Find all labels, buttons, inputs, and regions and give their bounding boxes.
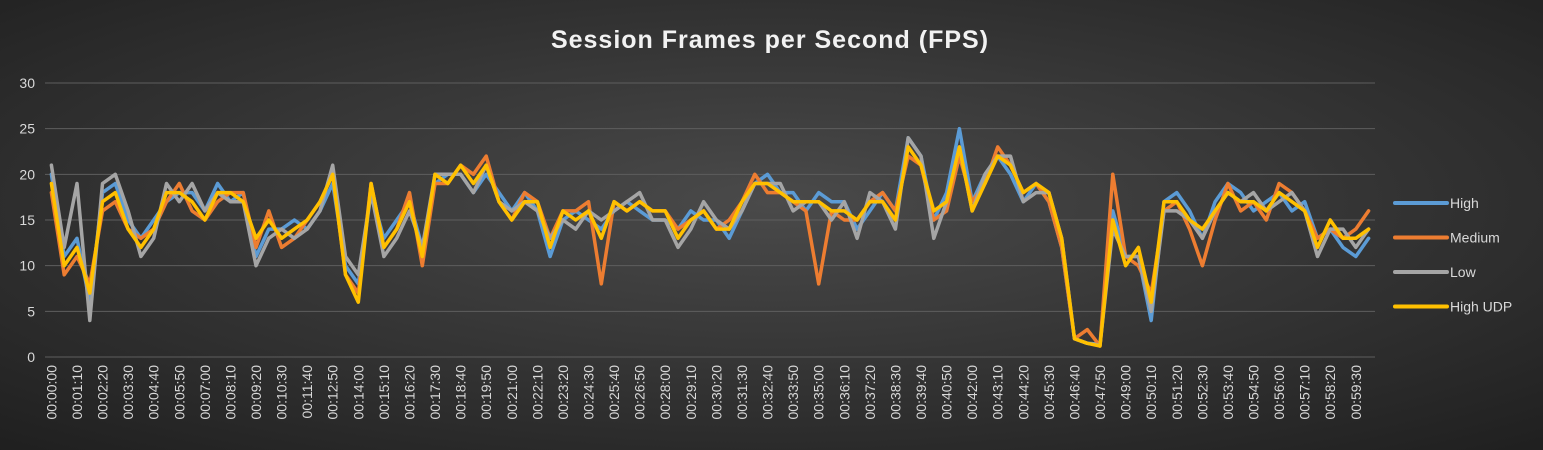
y-tick-label: 10	[19, 258, 35, 274]
y-tick-label: 5	[27, 303, 35, 319]
x-tick-label: 00:15:10	[376, 365, 392, 420]
x-tick-label: 00:23:20	[555, 365, 571, 420]
x-tick-label: 00:49:00	[1118, 365, 1134, 420]
legend-label: High UDP	[1450, 299, 1512, 315]
x-tick-label: 00:08:10	[222, 365, 238, 420]
x-tick-label: 00:18:40	[453, 365, 469, 420]
x-tick-label: 00:19:50	[478, 365, 494, 420]
x-tick-label: 00:31:30	[734, 365, 750, 420]
x-tick-label: 00:45:30	[1041, 365, 1057, 420]
legend-label: Medium	[1450, 230, 1500, 246]
x-tick-label: 00:37:20	[862, 365, 878, 420]
x-tick-label: 00:09:20	[248, 365, 264, 420]
x-tick-label: 00:44:20	[1015, 365, 1031, 420]
x-tick-label: 00:21:00	[504, 365, 520, 420]
x-tick-label: 00:33:50	[785, 365, 801, 420]
x-tick-label: 00:35:00	[811, 365, 827, 420]
x-tick-label: 00:12:50	[325, 365, 341, 420]
x-tick-label: 00:01:10	[69, 365, 85, 420]
x-tick-label: 00:50:10	[1143, 365, 1159, 420]
series-line	[49, 136, 1371, 347]
x-tick-label: 00:46:40	[1066, 365, 1082, 420]
x-tick-label: 00:58:20	[1322, 365, 1338, 420]
y-tick-label: 15	[19, 212, 35, 228]
x-tick-label: 00:16:20	[401, 365, 417, 420]
x-tick-label: 00:38:30	[887, 365, 903, 420]
x-tick-label: 00:30:20	[708, 365, 724, 420]
x-tick-label: 00:11:40	[299, 365, 315, 419]
x-tick-label: 00:36:10	[836, 365, 852, 420]
x-tick-label: 00:00:00	[43, 365, 59, 420]
y-tick-label: 20	[19, 166, 35, 182]
x-tick-label: 00:25:40	[606, 365, 622, 420]
x-tick-label: 00:56:00	[1271, 365, 1287, 420]
x-tick-label: 00:26:50	[632, 365, 648, 420]
x-tick-label: 00:04:40	[146, 365, 162, 420]
y-tick-label: 25	[19, 121, 35, 137]
x-tick-label: 00:14:00	[350, 365, 366, 420]
x-tick-label: 00:10:30	[274, 365, 290, 420]
chart-title: Session Frames per Second (FPS)	[551, 26, 989, 54]
x-tick-label: 00:54:50	[1246, 365, 1262, 420]
x-tick-label: 00:47:50	[1092, 365, 1108, 420]
x-tick-label: 00:03:30	[120, 365, 136, 420]
x-tick-label: 00:22:10	[529, 365, 545, 420]
x-tick-label: 00:02:20	[95, 365, 111, 420]
x-tick-label: 00:51:20	[1169, 365, 1185, 420]
y-tick-label: 30	[19, 75, 35, 91]
x-tick-label: 00:40:50	[939, 365, 955, 420]
x-tick-label: 00:57:10	[1297, 365, 1313, 420]
x-tick-label: 00:59:30	[1348, 365, 1364, 420]
x-tick-label: 00:29:10	[683, 365, 699, 420]
x-tick-label: 00:17:30	[427, 365, 443, 420]
x-tick-label: 00:52:30	[1194, 365, 1210, 420]
legend-label: Low	[1450, 264, 1477, 280]
x-tick-label: 00:32:40	[760, 365, 776, 420]
x-tick-label: 00:42:00	[964, 365, 980, 420]
y-tick-label: 0	[27, 349, 35, 365]
x-tick-label: 00:07:00	[197, 365, 213, 420]
x-tick-label: 00:05:50	[171, 365, 187, 420]
x-tick-label: 00:43:10	[990, 365, 1006, 420]
x-tick-label: 00:24:30	[581, 365, 597, 420]
x-tick-label: 00:39:40	[913, 365, 929, 420]
x-tick-label: 00:53:40	[1220, 365, 1236, 420]
x-tick-label: 00:28:00	[657, 365, 673, 420]
legend-label: High	[1450, 195, 1479, 211]
series-line	[49, 145, 1371, 348]
